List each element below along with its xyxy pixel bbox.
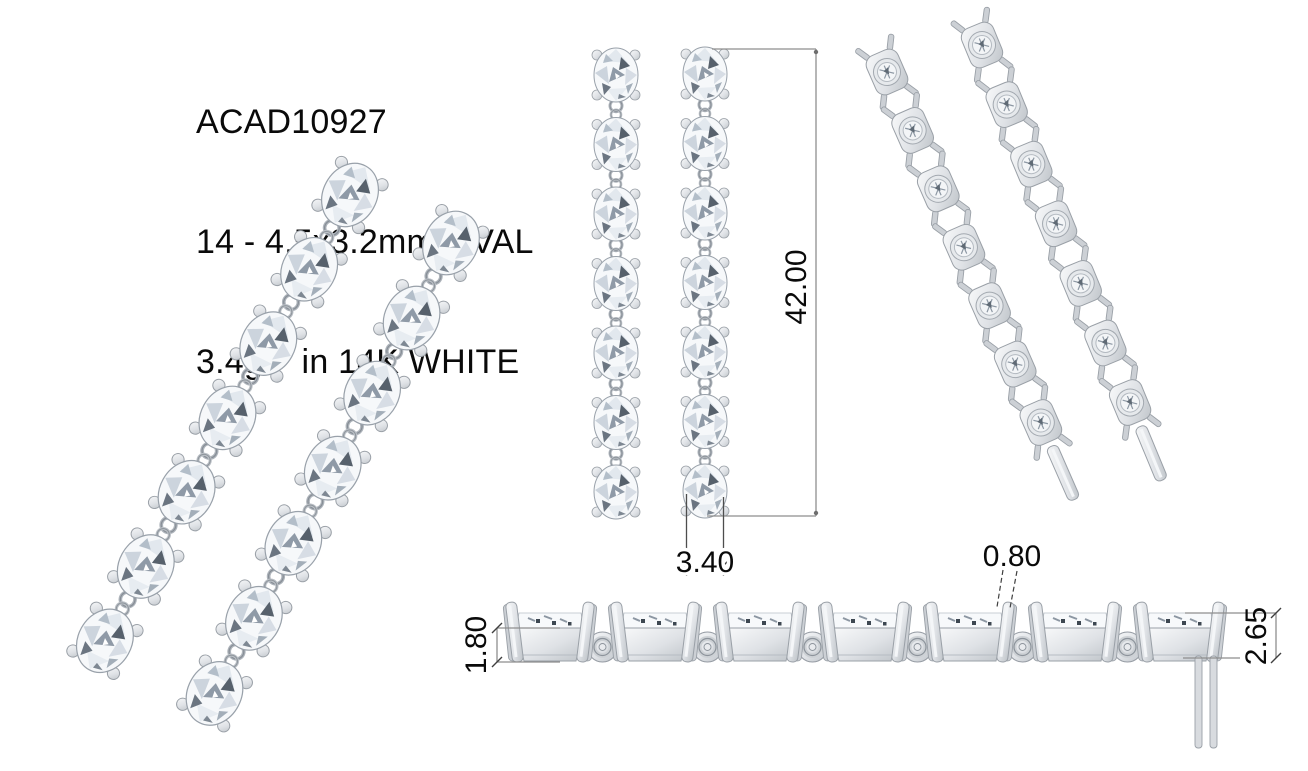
connector-link xyxy=(608,445,624,469)
dim-arrow-dot xyxy=(813,49,819,55)
view-perspective-render xyxy=(62,151,493,737)
view-back-elevation xyxy=(852,4,1169,503)
connector-link xyxy=(608,237,624,261)
dim-lines-setting-depth xyxy=(1183,612,1277,659)
oval-stone xyxy=(591,325,641,381)
dim-ticks xyxy=(491,622,503,668)
connector-link xyxy=(608,306,624,330)
side-basket xyxy=(1131,600,1229,664)
back-setting xyxy=(929,206,999,288)
oval-stone xyxy=(251,499,336,587)
back-setting xyxy=(1022,183,1090,265)
dim-leader-lines xyxy=(996,569,1018,609)
front-strand-1 xyxy=(591,47,641,520)
oval-stone xyxy=(409,199,493,287)
dimension-setting-depth: 2.65 xyxy=(1183,607,1282,665)
back-setting xyxy=(1096,362,1164,443)
side-basket xyxy=(606,600,704,664)
connector-link xyxy=(608,167,624,191)
dim-ticks xyxy=(1270,607,1282,664)
design-code: ACAD10927 xyxy=(196,103,387,141)
dimension-prong-width: 0.80 xyxy=(983,540,1041,609)
dim-label-prong-width: 0.80 xyxy=(983,540,1041,573)
side-basket xyxy=(711,600,809,664)
oval-stone xyxy=(680,185,730,241)
oval-stone xyxy=(103,522,188,611)
back-strand-2 xyxy=(948,4,1169,483)
connector-link xyxy=(697,97,713,121)
connector-link xyxy=(697,236,713,260)
back-setting xyxy=(878,89,947,171)
back-setting xyxy=(852,31,922,113)
dim-line-overall-length xyxy=(707,48,817,517)
back-setting xyxy=(997,123,1065,205)
back-setting xyxy=(981,323,1050,405)
oval-stone xyxy=(369,274,454,362)
side-basket xyxy=(921,600,1019,664)
oval-stone xyxy=(680,324,730,380)
view-side-profile xyxy=(501,600,1229,749)
earring-post xyxy=(1134,423,1169,483)
oval-stone xyxy=(185,374,270,462)
oval-stone xyxy=(591,464,641,520)
dim-label-overall-length: 42.00 xyxy=(780,249,813,324)
earring-post xyxy=(1194,655,1218,749)
oval-stone xyxy=(290,424,375,512)
connector-link xyxy=(697,166,713,190)
back-setting xyxy=(1047,242,1115,324)
oval-stone xyxy=(680,394,730,449)
oval-stone xyxy=(330,349,415,437)
side-basket xyxy=(501,600,599,664)
oval-stone xyxy=(172,650,257,737)
dim-label-setting-depth: 2.65 xyxy=(1240,607,1273,665)
perspective-strand-1 xyxy=(62,151,393,685)
oval-stone xyxy=(591,256,641,311)
back-setting xyxy=(1071,302,1140,384)
front-strand-2 xyxy=(680,46,730,519)
back-setting xyxy=(948,4,1016,86)
connector-link xyxy=(697,305,713,329)
oval-stone xyxy=(144,448,229,536)
connector-link xyxy=(608,376,624,400)
back-setting xyxy=(955,265,1024,347)
back-setting xyxy=(904,148,973,230)
view-front-elevation xyxy=(591,46,730,520)
connector-link xyxy=(608,98,624,122)
oval-stone xyxy=(680,46,730,102)
connector-link xyxy=(697,375,713,399)
dim-arrow-dot xyxy=(813,510,819,516)
dimension-overall-length: 42.00 xyxy=(707,48,819,517)
dim-label-bottom-stone-width: 3.40 xyxy=(676,546,734,579)
back-setting xyxy=(973,64,1041,146)
oval-stone xyxy=(226,300,311,388)
dim-lines-basket-height xyxy=(496,627,560,663)
dim-ticks xyxy=(680,559,730,572)
back-setting xyxy=(1006,381,1075,464)
dim-extension-lines xyxy=(685,494,725,576)
oval-stone xyxy=(591,117,641,172)
oval-stone xyxy=(680,116,730,171)
dimension-bottom-stone-width: 3.40 xyxy=(672,494,738,583)
oval-stone xyxy=(680,255,730,310)
connector-link xyxy=(697,444,713,468)
oval-stone xyxy=(591,47,641,103)
side-basket xyxy=(1026,600,1124,664)
earring-post xyxy=(1045,443,1081,503)
dim-label-basket-height: 1.80 xyxy=(460,616,493,674)
oval-stone xyxy=(267,225,352,313)
oval-stone xyxy=(307,151,393,239)
oval-stone xyxy=(62,597,148,685)
dimension-basket-height: 1.80 xyxy=(460,616,560,674)
oval-stone xyxy=(591,186,641,242)
side-basket xyxy=(816,600,914,664)
oval-stone xyxy=(212,574,296,662)
oval-stone xyxy=(591,395,641,450)
oval-stone xyxy=(680,463,730,519)
